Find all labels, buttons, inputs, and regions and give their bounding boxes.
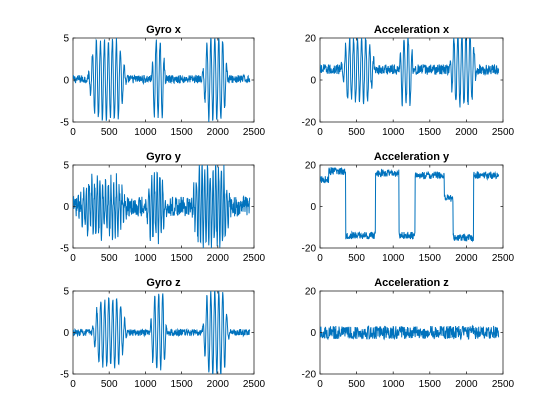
y-tick-label: 0: [310, 328, 316, 339]
x-tick-label: 1000: [382, 253, 405, 264]
x-tick-label: 1000: [134, 127, 157, 138]
y-tick-label: 5: [63, 34, 69, 45]
x-tick-label: 1000: [382, 379, 405, 390]
subplot-title: Gyro x: [146, 24, 182, 36]
x-tick-label: 500: [348, 253, 365, 264]
x-tick-label: 1000: [134, 253, 157, 264]
x-tick-label: 1000: [382, 127, 405, 138]
y-tick-label: 0: [310, 76, 316, 87]
x-tick-label: 1000: [134, 379, 157, 390]
y-tick-label: 5: [63, 161, 69, 172]
series-line: [320, 166, 500, 243]
subplot-title: Gyro y: [146, 151, 182, 163]
x-tick-label: 2500: [243, 253, 266, 264]
x-tick-label: 0: [70, 379, 76, 390]
x-tick-label: 0: [317, 379, 323, 390]
y-tick-label: 20: [305, 34, 317, 45]
x-tick-label: 2500: [492, 253, 515, 264]
x-tick-label: 0: [317, 127, 323, 138]
x-tick-label: 2500: [492, 127, 515, 138]
series-line: [320, 324, 500, 341]
x-tick-label: 0: [70, 253, 76, 264]
x-tick-label: 500: [101, 127, 118, 138]
x-tick-label: 500: [348, 379, 365, 390]
series-line: [73, 291, 251, 374]
x-tick-label: 2000: [207, 253, 230, 264]
x-tick-label: 1500: [419, 379, 442, 390]
x-tick-label: 2500: [243, 127, 266, 138]
x-tick-label: 500: [348, 127, 365, 138]
y-tick-label: 0: [310, 202, 316, 213]
y-tick-label: 20: [305, 161, 317, 172]
x-tick-label: 2500: [243, 379, 266, 390]
subplot-title: Gyro z: [146, 277, 181, 289]
y-tick-label: -5: [60, 118, 69, 129]
y-tick-label: -20: [302, 370, 317, 381]
x-tick-label: 0: [317, 253, 323, 264]
x-tick-label: 1500: [419, 253, 442, 264]
x-tick-label: 1500: [170, 127, 193, 138]
y-tick-label: 0: [63, 76, 69, 87]
x-tick-label: 2000: [455, 253, 478, 264]
x-tick-label: 0: [70, 127, 76, 138]
y-tick-label: -5: [60, 370, 69, 381]
x-tick-label: 1500: [170, 379, 193, 390]
y-tick-label: 0: [63, 202, 69, 213]
y-tick-label: 5: [63, 287, 69, 298]
x-tick-label: 500: [101, 379, 118, 390]
y-tick-label: -20: [302, 244, 317, 255]
x-tick-label: 500: [101, 253, 118, 264]
series-line: [320, 38, 500, 108]
subplot-title: Acceleration x: [374, 24, 450, 36]
x-tick-label: 2000: [207, 127, 230, 138]
y-tick-label: -20: [302, 118, 317, 129]
series-line: [73, 38, 251, 122]
x-tick-label: 2000: [455, 127, 478, 138]
x-tick-label: 2000: [455, 379, 478, 390]
x-tick-label: 1500: [419, 127, 442, 138]
subplot-title: Acceleration y: [374, 151, 450, 163]
y-tick-label: -5: [60, 244, 69, 255]
y-tick-label: 0: [63, 328, 69, 339]
series-line: [73, 165, 251, 248]
subplot-title: Acceleration z: [374, 277, 449, 289]
x-tick-label: 1500: [170, 253, 193, 264]
x-tick-label: 2500: [492, 379, 515, 390]
y-tick-label: 20: [305, 287, 317, 298]
x-tick-label: 2000: [207, 379, 230, 390]
